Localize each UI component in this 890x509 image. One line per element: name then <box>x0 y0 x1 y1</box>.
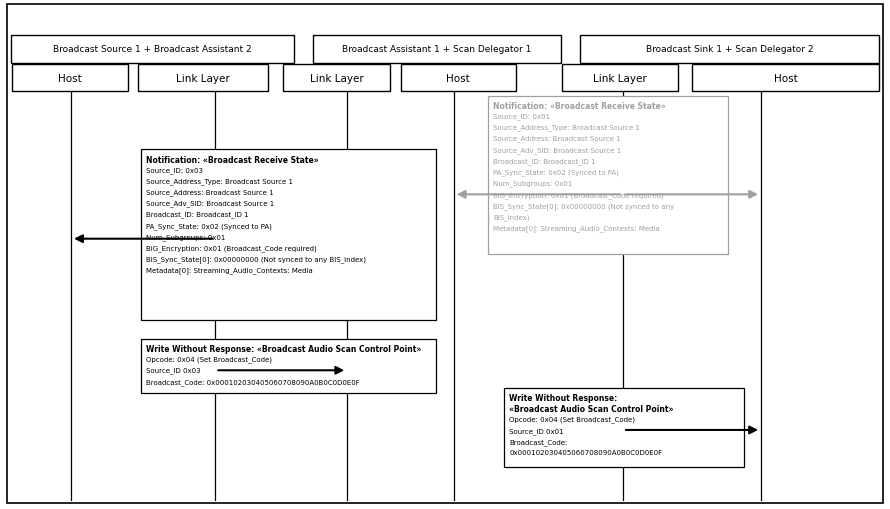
Text: BIS_index): BIS_index) <box>493 214 530 220</box>
Text: Broadcast Assistant 1 + Scan Delegator 1: Broadcast Assistant 1 + Scan Delegator 1 <box>343 45 531 54</box>
Text: Link Layer: Link Layer <box>176 73 230 83</box>
Text: Broadcast_Code:: Broadcast_Code: <box>509 438 568 445</box>
Text: PA_Sync_State: 0x02 (Synced to PA): PA_Sync_State: 0x02 (Synced to PA) <box>146 222 271 229</box>
Text: Broadcast Sink 1 + Scan Delegator 2: Broadcast Sink 1 + Scan Delegator 2 <box>646 45 813 54</box>
Text: «Broadcast Audio Scan Control Point»: «Broadcast Audio Scan Control Point» <box>509 405 674 414</box>
Text: Host: Host <box>59 73 82 83</box>
Text: BIG_Encryption: 0x01 (Broadcast_Code required): BIG_Encryption: 0x01 (Broadcast_Code req… <box>493 191 664 198</box>
Text: Write Without Response:: Write Without Response: <box>509 393 618 403</box>
Bar <box>12 65 128 92</box>
Bar <box>580 36 879 64</box>
Text: Link Layer: Link Layer <box>310 73 363 83</box>
Bar <box>11 36 294 64</box>
Text: Host: Host <box>447 73 470 83</box>
Text: Source_Address: Broadcast Source 1: Source_Address: Broadcast Source 1 <box>493 135 620 142</box>
Text: Source_ID 0x01: Source_ID 0x01 <box>509 427 563 434</box>
Text: Source_Address_Type: Broadcast Source 1: Source_Address_Type: Broadcast Source 1 <box>493 124 640 131</box>
Bar <box>313 36 561 64</box>
Text: Source_ID: 0x01: Source_ID: 0x01 <box>493 113 550 120</box>
Bar <box>562 65 678 92</box>
Text: Source_Adv_SID: Broadcast Source 1: Source_Adv_SID: Broadcast Source 1 <box>493 147 621 153</box>
Text: Broadcast_ID: Broadcast_ID 1: Broadcast_ID: Broadcast_ID 1 <box>493 158 595 164</box>
Text: Link Layer: Link Layer <box>594 73 647 83</box>
Text: Num_Subgroups: 0x01: Num_Subgroups: 0x01 <box>146 234 225 240</box>
Bar <box>692 65 879 92</box>
Text: Source_Address: Broadcast Source 1: Source_Address: Broadcast Source 1 <box>146 189 273 195</box>
Text: Broadcast_Code: 0x000102030405060708090A0B0C0D0E0F: Broadcast_Code: 0x000102030405060708090A… <box>146 378 360 385</box>
Text: Metadata[0]: Streaming_Audio_Contexts: Media: Metadata[0]: Streaming_Audio_Contexts: M… <box>493 225 659 232</box>
Text: Source_ID: 0x03: Source_ID: 0x03 <box>146 166 203 173</box>
Text: Notification: «Broadcast Receive State»: Notification: «Broadcast Receive State» <box>146 155 319 164</box>
Text: Write Without Response: «Broadcast Audio Scan Control Point»: Write Without Response: «Broadcast Audio… <box>146 345 421 354</box>
Text: PA_Sync_State: 0x02 (Synced to PA): PA_Sync_State: 0x02 (Synced to PA) <box>493 169 619 176</box>
Text: Opcode: 0x04 (Set Broadcast_Code): Opcode: 0x04 (Set Broadcast_Code) <box>509 416 635 422</box>
Text: BIS_Sync_State[0]: 0x00000000 (Not synced to any BIS_index): BIS_Sync_State[0]: 0x00000000 (Not synce… <box>146 256 366 263</box>
Bar <box>504 388 744 467</box>
Bar <box>141 340 436 393</box>
Text: Notification: «Broadcast Receive State»: Notification: «Broadcast Receive State» <box>493 102 666 111</box>
Bar <box>488 97 728 254</box>
Text: Source_Address_Type: Broadcast Source 1: Source_Address_Type: Broadcast Source 1 <box>146 178 293 184</box>
Text: Broadcast Source 1 + Broadcast Assistant 2: Broadcast Source 1 + Broadcast Assistant… <box>53 45 252 54</box>
Text: Host: Host <box>774 73 797 83</box>
Text: Num_Subgroups: 0x01: Num_Subgroups: 0x01 <box>493 180 572 187</box>
Bar <box>283 65 390 92</box>
Text: Metadata[0]: Streaming_Audio_Contexts: Media: Metadata[0]: Streaming_Audio_Contexts: M… <box>146 267 312 274</box>
Text: Broadcast_ID: Broadcast_ID 1: Broadcast_ID: Broadcast_ID 1 <box>146 211 248 218</box>
Bar <box>141 150 436 321</box>
Text: Source_Adv_SID: Broadcast Source 1: Source_Adv_SID: Broadcast Source 1 <box>146 200 274 207</box>
Text: Source_ID 0x03: Source_ID 0x03 <box>146 367 200 374</box>
Text: BIG_Encryption: 0x01 (Broadcast_Code required): BIG_Encryption: 0x01 (Broadcast_Code req… <box>146 245 317 251</box>
Bar <box>400 65 516 92</box>
Bar <box>138 65 268 92</box>
Text: Opcode: 0x04 (Set Broadcast_Code): Opcode: 0x04 (Set Broadcast_Code) <box>146 356 272 362</box>
Text: BIS_Sync_State[0]: 0x00000000 (Not synced to any: BIS_Sync_State[0]: 0x00000000 (Not synce… <box>493 203 675 209</box>
Text: 0x000102030405060708090A0B0C0D0E0F: 0x000102030405060708090A0B0C0D0E0F <box>509 449 662 456</box>
